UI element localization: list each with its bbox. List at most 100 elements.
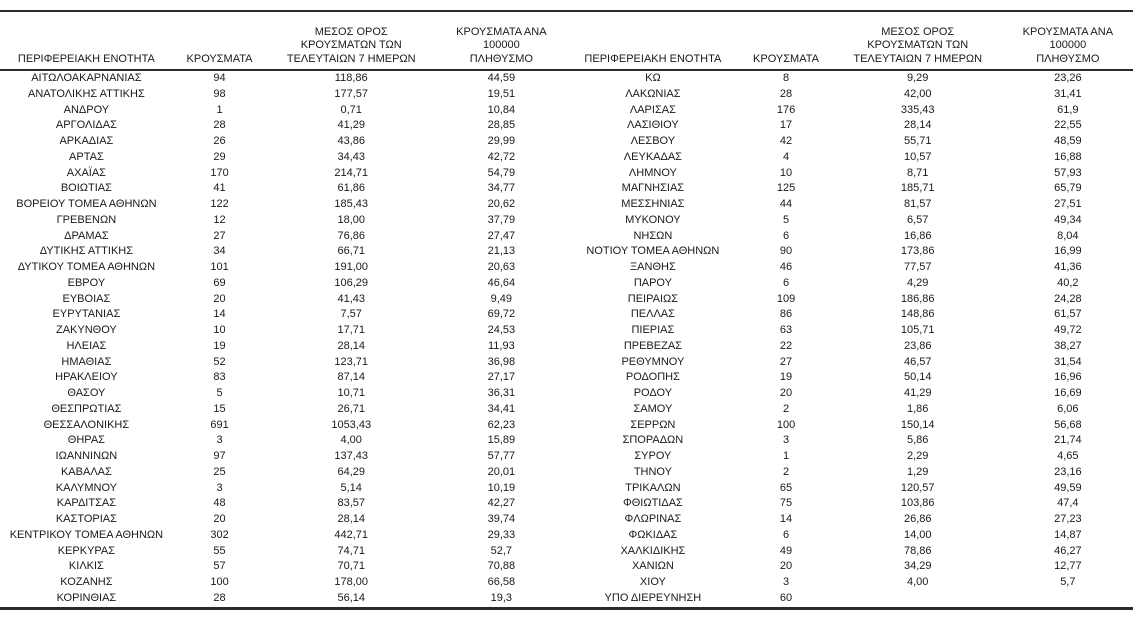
region-cell: ΤΡΙΚΑΛΩΝ <box>567 481 740 497</box>
avg7-cell: 105,71 <box>833 323 1003 339</box>
avg7-cell: 83,57 <box>266 496 436 512</box>
region-cell: ΜΥΚΟΝΟΥ <box>567 213 740 229</box>
avg7-cell: 66,71 <box>266 244 436 260</box>
per100k-cell: 27,47 <box>436 229 566 245</box>
region-cell: ΚΟΖΑΝΗΣ <box>0 575 173 591</box>
avg7-cell: 26,86 <box>833 512 1003 528</box>
per100k-cell: 29,99 <box>436 134 566 150</box>
cases-cell: 63 <box>739 323 832 339</box>
cases-cell: 101 <box>173 260 266 276</box>
per100k-cell: 44,59 <box>436 70 566 87</box>
avg7-cell: 42,00 <box>833 87 1003 103</box>
region-cell: ΦΩΚΙΔΑΣ <box>567 528 740 544</box>
avg7-cell: 10,57 <box>833 150 1003 166</box>
avg7-cell: 64,29 <box>266 465 436 481</box>
cases-cell: 8 <box>739 70 832 87</box>
region-cell: ΝΟΤΙΟΥ ΤΟΜΕΑ ΑΘΗΝΩΝ <box>567 244 740 260</box>
cases-cell: 3 <box>739 575 832 591</box>
per100k-cell: 19,51 <box>436 87 566 103</box>
region-cell: ΦΛΩΡΙΝΑΣ <box>567 512 740 528</box>
region-cell: ΠΕΛΛΑΣ <box>567 307 740 323</box>
per100k-cell: 9,49 <box>436 292 566 308</box>
regional-cases-table: ΠΕΡΙΦΕΡΕΙΑΚΗ ΕΝΟΤΗΤΑ ΚΡΟΥΣΜΑΤΑ ΜΕΣΟΣ ΟΡΟ… <box>0 10 1133 610</box>
cases-cell: 10 <box>173 323 266 339</box>
avg7-cell: 5,14 <box>266 481 436 497</box>
cases-cell: 6 <box>739 229 832 245</box>
cases-cell: 75 <box>739 496 832 512</box>
cases-cell: 28 <box>739 87 832 103</box>
per100k-cell: 11,93 <box>436 339 566 355</box>
region-cell: ΓΡΕΒΕΝΩΝ <box>0 213 173 229</box>
per100k-cell: 42,27 <box>436 496 566 512</box>
cases-cell: 14 <box>173 307 266 323</box>
avg7-cell: 76,86 <box>266 229 436 245</box>
avg7-cell: 9,29 <box>833 70 1003 87</box>
cases-cell: 97 <box>173 449 266 465</box>
region-cell: ΖΑΚΥΝΘΟΥ <box>0 323 173 339</box>
per100k-cell: 12,77 <box>1003 559 1133 575</box>
cases-cell: 44 <box>739 197 832 213</box>
per100k-cell: 34,41 <box>436 402 566 418</box>
cases-cell: 4 <box>739 150 832 166</box>
cases-cell: 34 <box>173 244 266 260</box>
region-cell: ΤΗΝΟΥ <box>567 465 740 481</box>
region-cell: ΗΛΕΙΑΣ <box>0 339 173 355</box>
cases-cell: 98 <box>173 87 266 103</box>
cases-cell: 20 <box>739 559 832 575</box>
region-cell: ΠΡΕΒΕΖΑΣ <box>567 339 740 355</box>
column-header-cases: ΚΡΟΥΣΜΑΤΑ <box>739 12 832 70</box>
avg7-cell: 120,57 <box>833 481 1003 497</box>
avg7-cell: 7,57 <box>266 307 436 323</box>
avg7-cell: 185,43 <box>266 197 436 213</box>
avg7-cell: 34,29 <box>833 559 1003 575</box>
region-cell: ΑΧΑΪΑΣ <box>0 166 173 182</box>
avg7-cell: 77,57 <box>833 260 1003 276</box>
per100k-cell: 52,7 <box>436 544 566 560</box>
per100k-cell: 21,13 <box>436 244 566 260</box>
cases-cell: 170 <box>173 166 266 182</box>
cases-cell: 122 <box>173 197 266 213</box>
avg7-cell: 148,86 <box>833 307 1003 323</box>
per100k-cell <box>1003 591 1133 607</box>
avg7-cell: 335,43 <box>833 103 1003 119</box>
cases-cell: 302 <box>173 528 266 544</box>
per100k-cell: 70,88 <box>436 559 566 575</box>
per100k-cell: 56,68 <box>1003 418 1133 434</box>
region-cell: ΙΩΑΝΝΙΝΩΝ <box>0 449 173 465</box>
cases-cell: 6 <box>739 528 832 544</box>
region-cell: ΛΕΣΒΟΥ <box>567 134 740 150</box>
region-cell: ΡΟΔΟΠΗΣ <box>567 370 740 386</box>
column-header-region: ΠΕΡΙΦΕΡΕΙΑΚΗ ΕΝΟΤΗΤΑ <box>567 12 740 70</box>
cases-cell: 19 <box>173 339 266 355</box>
avg7-cell: 87,14 <box>266 370 436 386</box>
region-cell: ΣΠΟΡΑΔΩΝ <box>567 433 740 449</box>
cases-cell: 10 <box>739 166 832 182</box>
avg7-cell: 2,29 <box>833 449 1003 465</box>
avg7-cell: 70,71 <box>266 559 436 575</box>
cases-cell: 94 <box>173 70 266 87</box>
avg7-cell: 10,71 <box>266 386 436 402</box>
per100k-cell: 16,99 <box>1003 244 1133 260</box>
per100k-cell: 23,26 <box>1003 70 1133 87</box>
avg7-cell: 186,86 <box>833 292 1003 308</box>
per100k-cell: 36,98 <box>436 355 566 371</box>
